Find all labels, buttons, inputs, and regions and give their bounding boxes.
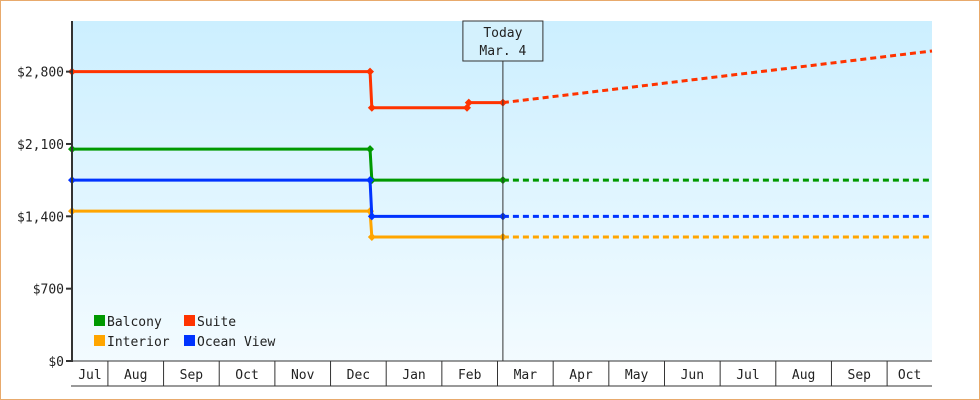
x-tick-label: Oct — [898, 368, 921, 383]
series-line-suite — [72, 70, 503, 110]
x-tick-label: Aug — [124, 368, 147, 383]
today-marker: Today Mar. 4 — [462, 20, 544, 361]
x-tick-label: Jul — [736, 368, 759, 383]
legend-swatch — [184, 335, 195, 346]
data-point — [366, 176, 375, 185]
legend-label: Ocean View — [197, 335, 275, 350]
x-tick-label: Dec — [347, 368, 370, 383]
legend-swatch — [94, 335, 105, 346]
x-tick-label: Aug — [792, 368, 815, 383]
x-tick-label: Jul — [78, 368, 101, 383]
legend-label: Suite — [197, 315, 236, 330]
legend-label: Balcony — [107, 315, 162, 330]
today-box — [462, 20, 544, 62]
data-point — [366, 145, 375, 154]
x-tick-label: Jun — [681, 368, 704, 383]
y-tick-label: $2,800 — [17, 66, 64, 81]
x-tick-label: May — [625, 368, 649, 383]
legend: Balcony Suite Interior Ocean View — [94, 315, 275, 350]
plot-area — [72, 21, 932, 361]
data-point — [464, 98, 473, 107]
series-forecast-suite — [502, 49, 933, 105]
legend-swatch — [184, 315, 195, 326]
today-label: Today — [483, 26, 522, 41]
y-ticks: $0 $700 $1,400 $2,100 $2,800 — [17, 66, 72, 370]
series-line-ocean-view — [72, 178, 503, 218]
x-tick-label: Oct — [235, 368, 258, 383]
x-tick-label: Nov — [291, 368, 315, 383]
series-layer — [68, 49, 933, 241]
series-line-balcony — [72, 147, 503, 182]
x-tick-label: Sep — [180, 368, 204, 383]
series-line-interior — [72, 209, 503, 239]
y-tick-label: $700 — [33, 283, 64, 298]
data-point — [367, 103, 376, 112]
data-point — [367, 212, 376, 221]
data-point — [366, 67, 375, 76]
legend-swatch — [94, 315, 105, 326]
x-tick-label: Sep — [848, 368, 872, 383]
x-tick-label: Jan — [402, 368, 425, 383]
y-tick-label: $0 — [48, 355, 64, 370]
today-date: Mar. 4 — [479, 44, 526, 59]
x-tick-label: Mar — [514, 368, 538, 383]
x-ticks: Jul Aug Sep Oct Nov Dec Jan Feb Mar Apr May Jun Jul A… — [78, 361, 921, 386]
legend-label: Interior — [107, 335, 170, 350]
y-tick-label: $2,100 — [17, 138, 64, 153]
data-point — [367, 232, 376, 241]
x-tick-label: Feb — [458, 368, 482, 383]
x-tick-label: Apr — [569, 368, 593, 383]
y-tick-label: $1,400 — [17, 210, 64, 225]
